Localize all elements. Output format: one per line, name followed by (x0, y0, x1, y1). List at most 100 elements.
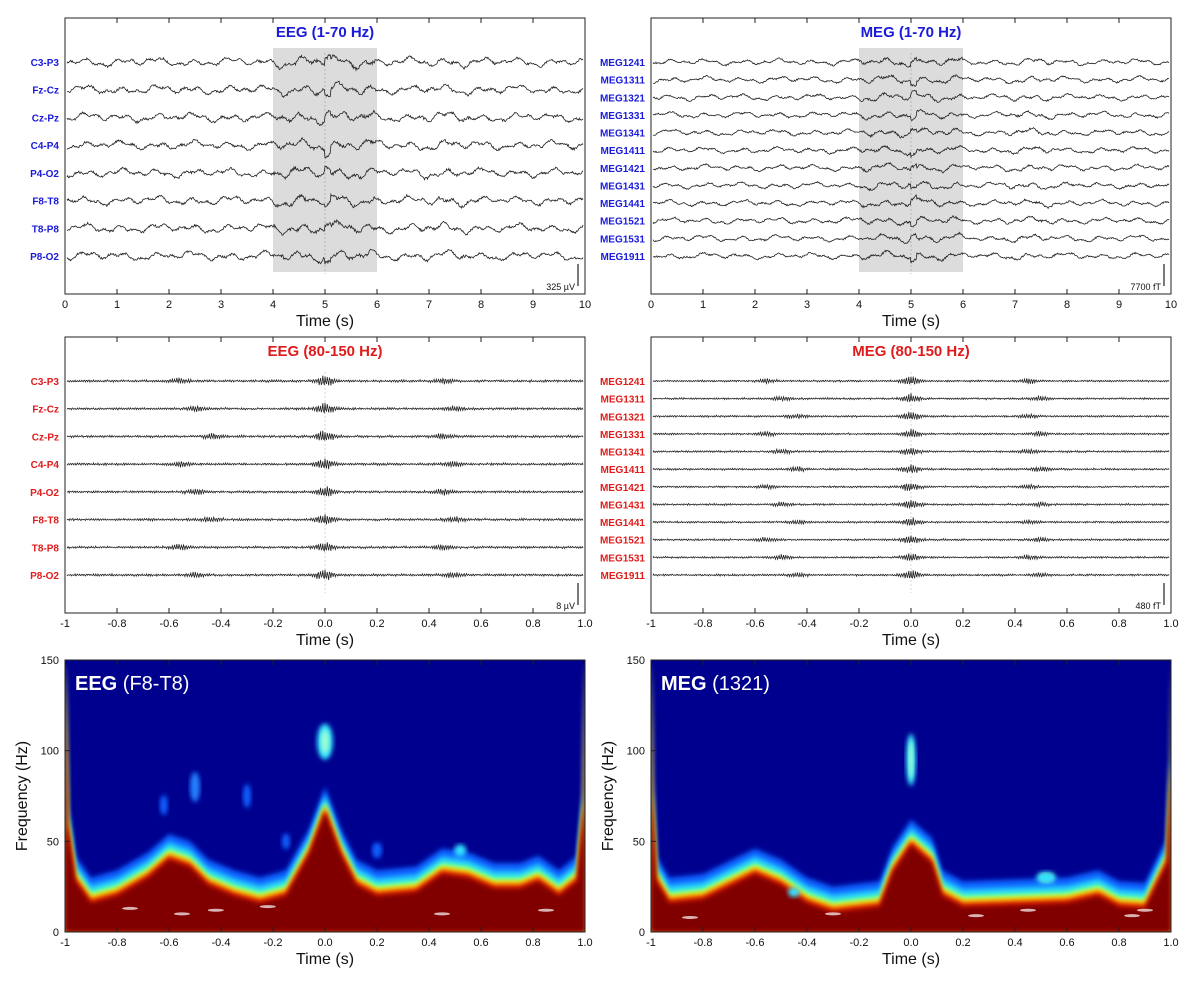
x-tick-label: 1 (114, 299, 120, 311)
x-tick-label: 1.0 (1163, 618, 1178, 630)
trace-meg1411 (652, 145, 1170, 159)
x-axis-label: Time (s) (296, 632, 354, 649)
y-tick-label: 150 (41, 655, 59, 667)
channel-label: MEG1341 (600, 448, 645, 459)
channel-label: MEG1441 (600, 518, 645, 529)
trace-meg1411 (652, 464, 1170, 474)
channel-label: MEG1521 (600, 217, 645, 228)
panel-title: MEG (1-70 Hz) (861, 24, 962, 41)
x-tick-label: 9 (1116, 299, 1122, 311)
trace-c4-p4 (66, 136, 584, 159)
spectral-blob (243, 784, 251, 808)
channel-label: MEG1421 (600, 483, 645, 494)
spectral-blob (190, 771, 200, 802)
channel-label: MEG1911 (601, 252, 646, 263)
trace-meg1911 (652, 570, 1170, 579)
speckle (1020, 908, 1036, 912)
y-tick-label: 100 (627, 746, 645, 758)
x-tick-label: 10 (579, 299, 591, 311)
x-tick-label: -0.2 (850, 937, 869, 949)
speckle (825, 912, 841, 916)
speckle (207, 908, 224, 912)
trace-fz-cz (66, 402, 584, 414)
y-tick-label: 50 (47, 836, 59, 848)
spectral-blob (908, 739, 914, 780)
trace-f8-t8 (66, 192, 584, 210)
x-tick-label: 8 (1064, 299, 1070, 311)
x-tick-label: 2 (166, 299, 172, 311)
x-tick-label: 6 (374, 299, 380, 311)
trace-meg1321 (652, 89, 1170, 103)
channel-label: MEG1911 (601, 571, 646, 582)
trace-c3-p3 (66, 375, 584, 386)
spectral-blob (788, 887, 800, 898)
x-tick-label: 7 (1012, 299, 1018, 311)
x-tick-label: 0.8 (1111, 618, 1126, 630)
scale-bar-label: 8 µV (556, 601, 575, 611)
x-tick-label: 0.2 (955, 618, 970, 630)
x-tick-label: 0.4 (1007, 937, 1022, 949)
x-tick-label: -0.6 (160, 937, 179, 949)
trace-c4-p4 (66, 458, 584, 470)
speckle (1124, 914, 1140, 918)
x-tick-label: -1 (60, 937, 70, 949)
trace-p8-o2 (66, 569, 584, 581)
speckle (968, 914, 984, 918)
x-tick-label: 10 (1165, 299, 1177, 311)
x-tick-label: 0.6 (1059, 618, 1074, 630)
plot-area (65, 337, 585, 613)
trace-p4-o2 (66, 486, 584, 497)
x-axis-label: Time (s) (882, 951, 940, 968)
x-tick-label: -0.4 (212, 937, 231, 949)
panel-title: EEG (F8-T8) (75, 673, 189, 695)
y-axis-label: Frequency (Hz) (600, 741, 617, 851)
trace-cz-pz (66, 430, 584, 441)
x-tick-label: 0.6 (473, 618, 488, 630)
x-tick-label: 0.8 (525, 937, 540, 949)
x-tick-label: -0.8 (694, 618, 713, 630)
x-tick-label: -0.8 (108, 937, 127, 949)
panel-title: EEG (1-70 Hz) (276, 24, 374, 41)
trace-meg1421 (652, 483, 1170, 491)
channel-label: P8-O2 (30, 252, 59, 263)
x-tick-label: 0.0 (317, 618, 332, 630)
speckle (682, 915, 698, 919)
x-tick-label: -0.8 (108, 618, 127, 630)
x-tick-label: -0.6 (160, 618, 179, 630)
x-tick-label: -1 (646, 618, 656, 630)
trace-t8-p8 (66, 219, 584, 236)
x-tick-label: 7 (426, 299, 432, 311)
speckle (1137, 908, 1153, 912)
x-tick-label: 0.0 (903, 618, 918, 630)
x-tick-label: 0.2 (369, 937, 384, 949)
trace-meg1311 (652, 74, 1170, 87)
channel-label: F8-T8 (32, 197, 59, 208)
spectral-blob (454, 844, 467, 857)
channel-label: C3-P3 (31, 377, 60, 388)
x-axis-label: Time (s) (296, 313, 354, 330)
x-tick-label: 0.4 (1007, 618, 1022, 630)
speckle (434, 912, 450, 916)
spectral-band (651, 663, 1171, 932)
trace-p8-o2 (66, 248, 584, 265)
channel-label: MEG1241 (600, 58, 645, 69)
channel-label: MEG1421 (600, 164, 645, 175)
x-tick-label: 4 (270, 299, 276, 311)
x-tick-label: 5 (322, 299, 328, 311)
channel-label: MEG1321 (600, 93, 645, 104)
trace-meg1341 (652, 126, 1170, 139)
x-tick-label: -0.2 (264, 937, 283, 949)
x-tick-label: 1.0 (577, 618, 592, 630)
x-tick-label: -0.4 (798, 618, 817, 630)
channel-label: MEG1331 (600, 430, 645, 441)
plot-area (651, 337, 1171, 613)
x-tick-label: 0.4 (421, 618, 436, 630)
channel-label: MEG1311 (601, 76, 646, 87)
y-tick-label: 0 (53, 927, 59, 939)
trace-p4-o2 (66, 165, 584, 181)
x-axis-label: Time (s) (882, 313, 940, 330)
channel-label: P4-O2 (30, 169, 59, 180)
trace-meg1531 (652, 553, 1170, 561)
y-tick-label: 50 (633, 836, 645, 848)
